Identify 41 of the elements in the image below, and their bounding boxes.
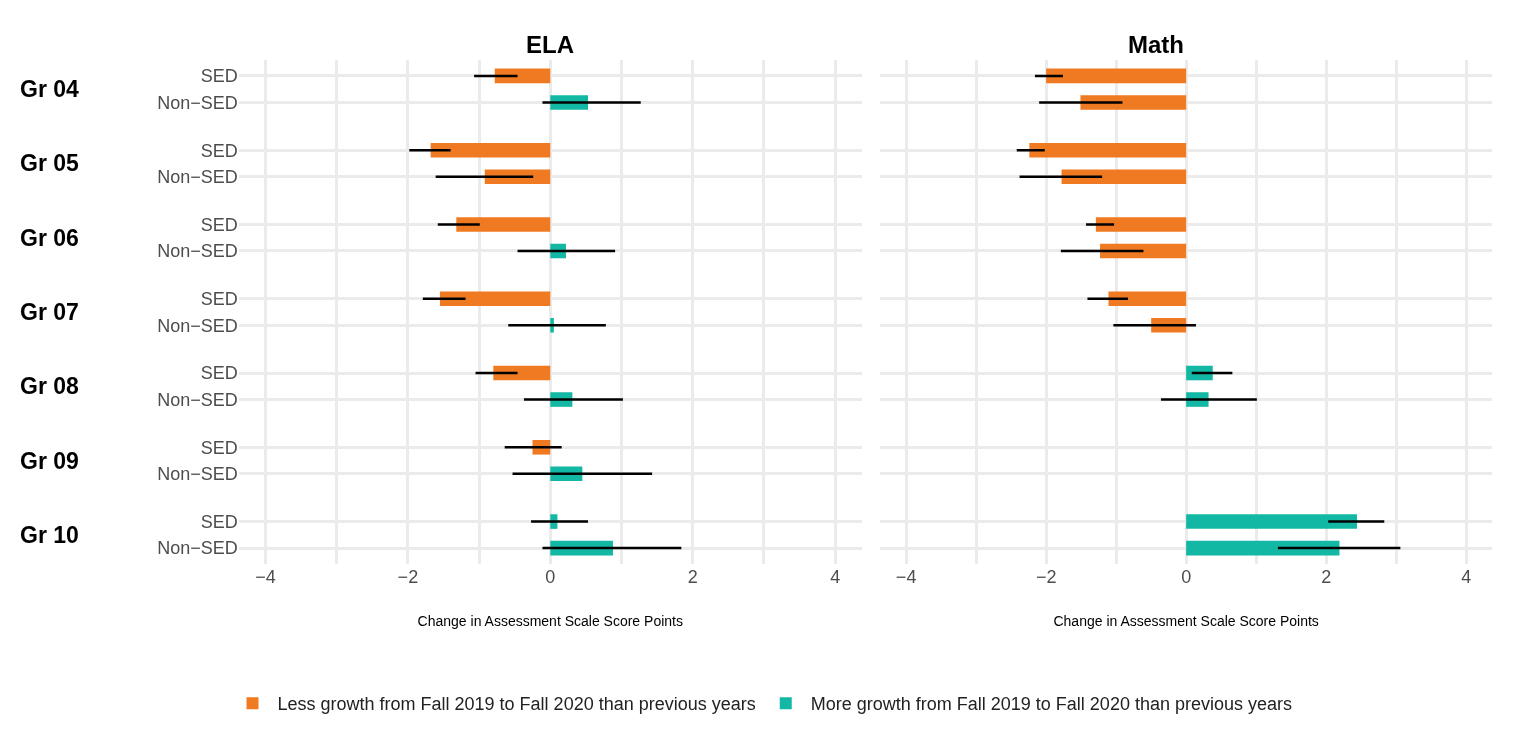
bar [493, 365, 551, 381]
bar [430, 142, 551, 158]
bar [439, 291, 551, 307]
y-tick-label: Non−SED [157, 464, 238, 485]
text: Gr 05 [20, 150, 80, 176]
y-tick-label: SED [200, 437, 238, 458]
y-tick-label: SED [200, 140, 238, 161]
y-tick-label: SED [200, 66, 238, 87]
text: Gr 06 [20, 225, 79, 251]
x-tick-label: −2 [397, 567, 419, 587]
text: Gr 07 [20, 299, 79, 325]
x-tick-label: −2 [1035, 567, 1057, 587]
x-tick-label: 0 [545, 567, 556, 587]
x-tick-label: 2 [1321, 567, 1332, 587]
text: Gr 08 [20, 373, 80, 399]
x-axis-title: Change in Assessment Scale Score Points [417, 613, 683, 630]
x-tick-label: −4 [255, 567, 276, 587]
x-tick-label: −4 [895, 567, 917, 587]
chart-title: ELA [526, 31, 574, 58]
y-tick-label: Non−SED [157, 241, 238, 262]
y-tick-label: SED [200, 363, 238, 384]
x-axis-title: Change in Assessment Scale Score Points [1053, 613, 1319, 630]
legend-label: Less growth from Fall 2019 to Fall 2020 than previous years [277, 694, 756, 715]
x-tick-label: 4 [1461, 567, 1472, 587]
bar [456, 217, 551, 232]
y-tick-label: SED [200, 289, 238, 310]
y-tick-label: SED [200, 511, 238, 532]
text: Gr 09 [20, 448, 79, 474]
text: Gr 10 [20, 522, 79, 548]
legend-label: More growth from Fall 2019 to Fall 2020 than previous years [810, 694, 1292, 715]
x-tick-label: 4 [830, 567, 841, 587]
chart-title: Math [1128, 31, 1184, 58]
y-tick-label: SED [200, 214, 238, 235]
text: Gr 04 [20, 76, 80, 102]
y-tick-label: Non−SED [157, 92, 238, 113]
x-tick-label: 2 [687, 567, 698, 587]
y-tick-label: Non−SED [157, 389, 238, 410]
y-tick-label: Non−SED [157, 315, 238, 336]
y-tick-label: Non−SED [157, 538, 238, 559]
y-tick-label: Non−SED [157, 167, 238, 188]
x-tick-label: 0 [1181, 567, 1192, 587]
